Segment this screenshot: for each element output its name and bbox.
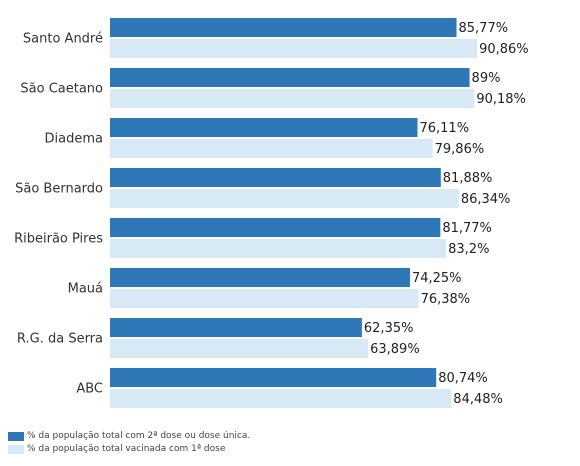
bar-second-dose-maua (110, 268, 410, 287)
value-label-second-dose-diadema: 76,11% (419, 121, 469, 136)
legend-swatch-first-dose (8, 445, 24, 454)
value-label-second-dose-ribeirao-pires: 81,77% (442, 221, 492, 236)
category-label-sao-caetano: São Caetano (20, 82, 103, 97)
bar-second-dose-sao-bernardo (110, 168, 441, 187)
value-label-first-dose-sao-caetano: 90,18% (476, 92, 526, 107)
legend-swatch-second-dose (8, 432, 24, 441)
bar-second-dose-sao-caetano (110, 68, 470, 87)
value-label-first-dose-santo-andre: 90,86% (479, 42, 529, 57)
value-label-second-dose-abc: 80,74% (438, 371, 488, 386)
value-label-second-dose-sao-bernardo: 81,88% (443, 171, 493, 186)
bar-second-dose-r-g-da-serra (110, 318, 362, 337)
category-label-sao-bernardo: São Bernardo (15, 182, 103, 197)
bar-first-dose-abc (110, 389, 452, 408)
bar-first-dose-santo-andre (110, 39, 478, 58)
category-label-maua: Mauá (68, 282, 103, 297)
category-label-ribeirao-pires: Ribeirão Pires (14, 232, 103, 247)
bar-second-dose-abc (110, 368, 437, 387)
legend-label-first-dose: % da população total vacinada com 1ª dos… (27, 444, 226, 454)
bar-first-dose-diadema (110, 139, 433, 158)
category-label-abc: ABC (76, 382, 103, 397)
value-label-second-dose-santo-andre: 85,77% (459, 21, 509, 36)
value-label-second-dose-sao-caetano: 89% (472, 71, 501, 86)
bar-first-dose-ribeirao-pires (110, 239, 447, 258)
value-label-first-dose-r-g-da-serra: 63,89% (370, 342, 420, 357)
value-label-first-dose-maua: 76,38% (421, 292, 471, 307)
category-label-santo-andre: Santo André (23, 32, 103, 47)
legend: % da população total com 2ª dose ou dose… (8, 430, 250, 456)
bar-first-dose-sao-bernardo (110, 189, 459, 208)
bar-first-dose-maua (110, 289, 419, 308)
bar-second-dose-ribeirao-pires (110, 218, 441, 237)
legend-item-first-dose: % da população total vacinada com 1ª dos… (8, 443, 250, 456)
bar-first-dose-r-g-da-serra (110, 339, 369, 358)
value-label-second-dose-maua: 74,25% (412, 271, 462, 286)
bar-first-dose-sao-caetano (110, 89, 475, 108)
bar-chart: Santo André 85,77% 90,86% São Caetano 89% 90,… (14, 18, 529, 408)
value-label-first-dose-sao-bernardo: 86,34% (461, 192, 511, 207)
category-label-diadema: Diadema (45, 132, 103, 147)
legend-item-second-dose: % da população total com 2ª dose ou dose… (8, 430, 250, 443)
legend-label-second-dose: % da população total com 2ª dose ou dose… (27, 431, 251, 441)
bar-second-dose-diadema (110, 118, 418, 137)
value-label-first-dose-abc: 84,48% (453, 392, 503, 407)
bar-second-dose-santo-andre (110, 18, 457, 37)
value-label-second-dose-r-g-da-serra: 62,35% (364, 321, 414, 336)
value-label-first-dose-ribeirao-pires: 83,2% (448, 242, 489, 257)
value-label-first-dose-diadema: 79,86% (435, 142, 485, 157)
category-label-r-g-da-serra: R.G. da Serra (17, 332, 103, 347)
